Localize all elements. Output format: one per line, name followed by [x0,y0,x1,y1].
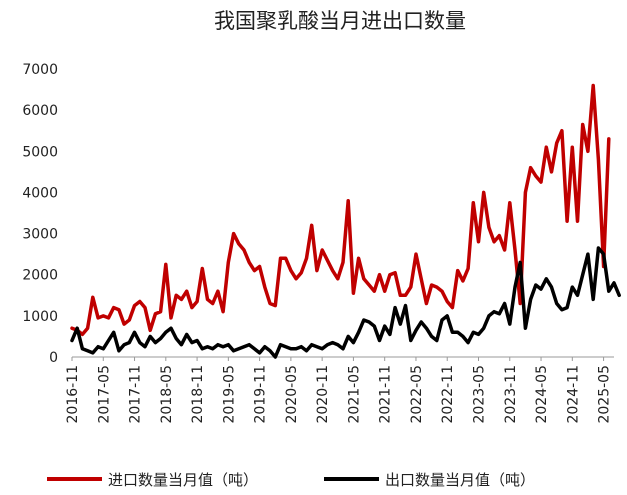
series-layer [70,83,621,359]
x-tick-label: 2018-05 [159,365,175,424]
x-tick-label: 2019-05 [221,365,237,424]
x-tick-label: 2023-05 [472,365,488,424]
y-tick-label: 3000 [22,227,58,243]
series-line-import [70,83,611,337]
x-tick-label: 2019-11 [253,365,269,424]
y-tick-label: 1000 [22,309,58,325]
x-tick-label: 2025-05 [597,365,613,424]
x-tick-label: 2024-05 [534,365,550,424]
legend-label-export: 出口数量当月值（吨） [385,471,535,489]
legend: 进口数量当月值（吨） 出口数量当月值（吨） [47,471,535,489]
y-tick-label: 6000 [22,103,58,119]
x-tick-label: 2021-11 [378,365,394,424]
x-tick-label: 2021-05 [346,365,362,424]
y-axis: 0 1000 2000 3000 4000 5000 6000 7000 [22,62,58,366]
y-tick-label: 0 [49,350,58,366]
x-tick-label: 2016-11 [65,365,81,424]
chart-title: 我国聚乳酸当月进出口数量 [214,9,466,33]
y-tick-label: 7000 [22,62,58,78]
legend-label-import: 进口数量当月值（吨） [108,471,258,489]
x-tick-label: 2024-11 [565,365,581,424]
y-tick-label: 4000 [22,185,58,201]
x-tick-label: 2022-11 [440,365,456,424]
y-tick-label: 2000 [22,268,58,284]
x-tick-label: 2017-11 [128,365,144,424]
x-axis: 2016-11 2017-05 2017-11 2018-05 2018-11 2019-… [65,356,614,424]
x-tick-label: 2022-05 [409,365,425,424]
x-tick-label: 2017-05 [96,365,112,424]
y-tick-label: 5000 [22,144,58,160]
x-tick-label: 2020-05 [284,365,300,424]
x-tick-label: 2023-11 [503,365,519,424]
x-tick-label: 2020-11 [315,365,331,424]
series-line-export [70,246,621,359]
x-tick-label: 2018-11 [190,365,206,424]
